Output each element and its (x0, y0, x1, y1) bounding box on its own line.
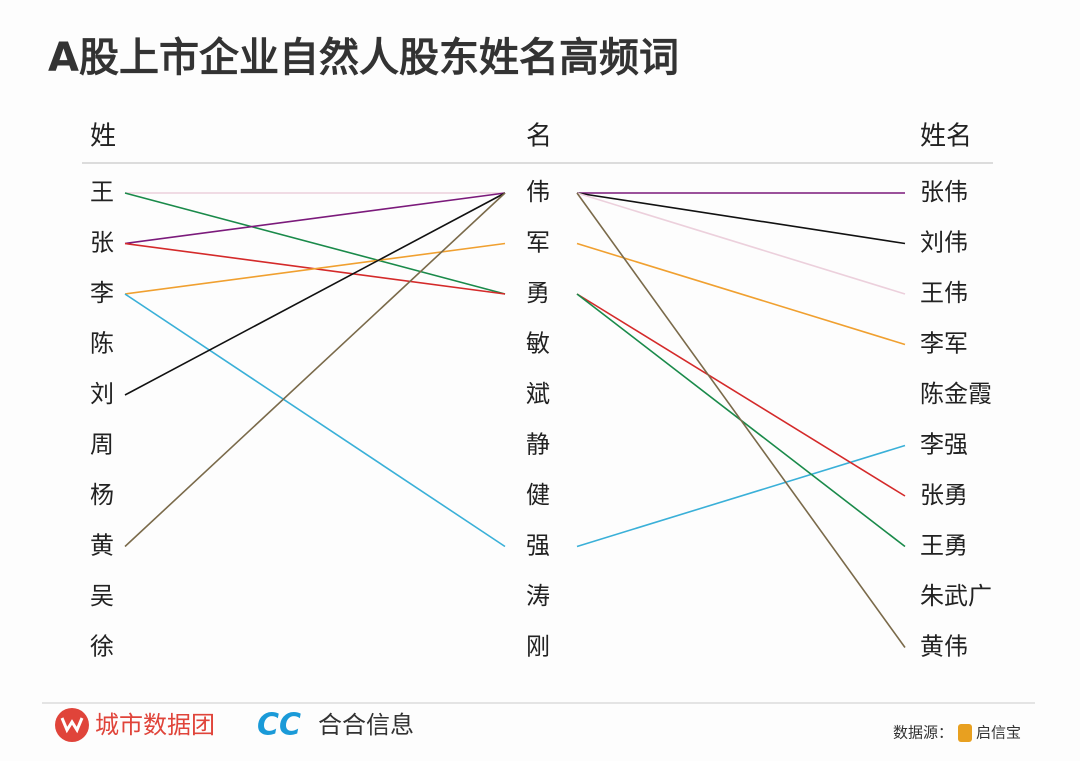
column-header: 名 (526, 122, 552, 152)
name-item: 李军 (920, 330, 968, 358)
name-item: 静 (526, 431, 550, 459)
name-item: 陈 (90, 330, 114, 358)
name-item: 周 (90, 431, 114, 459)
link (576, 192, 906, 648)
name-item: 健 (526, 481, 550, 509)
link (576, 192, 906, 245)
link (124, 192, 506, 245)
name-item: 黄伟 (920, 633, 968, 661)
brand-1: 城市数据团 (95, 711, 215, 739)
source-icon (958, 724, 972, 742)
link (124, 192, 506, 548)
name-item: 斌 (526, 380, 550, 408)
logo-2: CC (257, 708, 301, 743)
brand-2: 合合信息 (318, 711, 414, 739)
links (124, 192, 906, 648)
link (576, 293, 906, 497)
name-item: 张 (90, 229, 114, 257)
name-item: 朱武广 (920, 582, 992, 610)
name-item: 张勇 (920, 481, 968, 509)
name-item: 军 (526, 229, 550, 257)
column-header: 姓名 (920, 122, 972, 152)
name-item: 李 (90, 279, 114, 307)
name-item: 张伟 (920, 178, 968, 206)
name-item: 强 (526, 532, 550, 560)
source: 启信宝 (976, 724, 1021, 742)
name-item: 王勇 (920, 532, 968, 560)
name-item: 涛 (526, 582, 550, 610)
link (576, 242, 906, 346)
link (576, 192, 906, 295)
name-item: 伟 (526, 178, 550, 206)
name-item: 徐 (90, 633, 114, 661)
name-item: 刚 (526, 633, 550, 661)
link (576, 444, 906, 548)
logo-icon (55, 708, 89, 742)
link (124, 192, 506, 295)
column-header: 姓 (90, 122, 116, 152)
name-item: 敏 (526, 330, 550, 358)
name-item: 黄 (90, 532, 114, 560)
title: A股上市企业自然人股东姓名高频词 (48, 35, 679, 81)
name-item: 王 (90, 178, 114, 206)
link (124, 192, 506, 396)
name-item: 勇 (526, 279, 550, 307)
logo-mark (60, 717, 84, 734)
name-item: 王伟 (920, 279, 968, 307)
source-label: 数据源： (893, 724, 953, 742)
name-item: 陈金霞 (920, 380, 992, 408)
name-item: 杨 (90, 481, 114, 509)
name-item: 刘 (90, 380, 114, 408)
name-item: 刘伟 (920, 229, 968, 257)
link (124, 293, 506, 548)
footer: 城市数据团 CC 合合信息 数据源： 启信宝 (55, 708, 1021, 743)
name-item: 李强 (920, 431, 968, 459)
name-item: 吴 (90, 582, 114, 610)
